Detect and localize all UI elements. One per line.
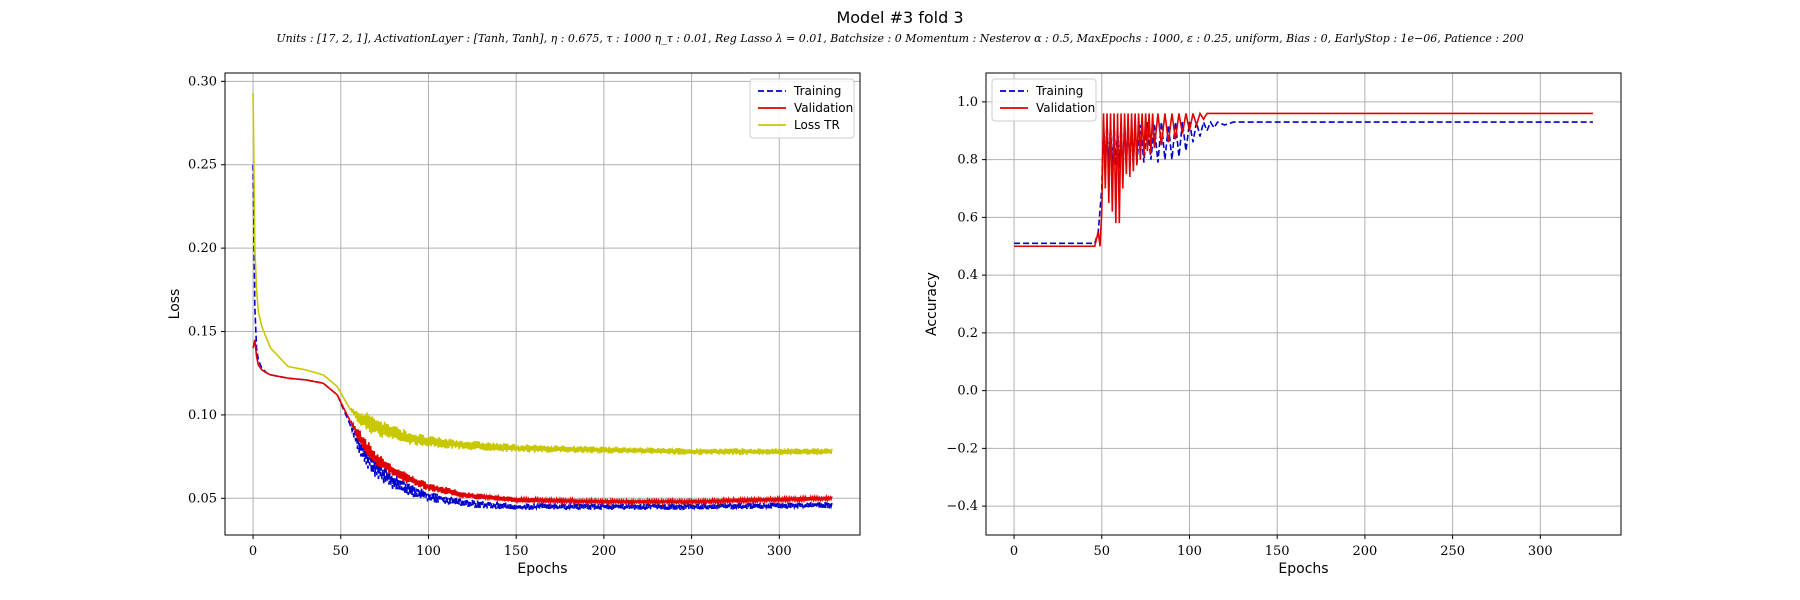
loss-xtick-label: 100: [416, 544, 441, 559]
loss-ytick-label: 0.15: [188, 325, 217, 340]
accuracy-xtick-label: 0: [1010, 544, 1018, 559]
loss-legend-entry: Validation: [794, 101, 853, 115]
accuracy-ytick-label: −0.2: [946, 441, 978, 456]
loss-ytick-label: 0.30: [188, 74, 217, 89]
accuracy-ytick-label: 0.8: [957, 153, 978, 168]
loss-series-line-validation: [252, 339, 833, 507]
loss-ytick-label: 0.10: [188, 408, 217, 423]
loss-xtick-label: 250: [679, 544, 704, 559]
accuracy-xtick-label: 250: [1440, 544, 1465, 559]
loss-series-line-training: [252, 164, 833, 512]
accuracy-ytick-label: 0.6: [957, 210, 978, 225]
accuracy-xtick-label: 100: [1177, 544, 1202, 559]
figure-title: Model #3 fold 3: [836, 8, 963, 27]
accuracy-xtick-label: 200: [1352, 544, 1377, 559]
accuracy-xtick-label: 300: [1528, 544, 1553, 559]
accuracy-ytick-label: 0.0: [957, 384, 978, 399]
loss-series-line-loss-tr: [252, 93, 833, 457]
accuracy-chart: 0 50 100 150 200 250 300 −0.4 −0.2 0.0 0.2 0.4 0.6 0.…: [924, 72, 1622, 577]
loss-ytick-label: 0.05: [188, 491, 217, 506]
loss-axes-frame: [224, 72, 861, 536]
loss-ytick-label: 0.20: [188, 241, 217, 256]
loss-chart: 0 50 100 150 200 250 300 0.05 0.10 0.15 0.20 0.25 0.…: [167, 72, 861, 577]
accuracy-axes-frame: [985, 72, 1622, 536]
figure-subtitle: Units : [17, 2, 1], ActivationLayer : [T…: [276, 32, 1523, 45]
accuracy-yaxis-label: Accuracy: [924, 272, 940, 336]
accuracy-legend-entry: Validation: [1036, 101, 1095, 115]
loss-legend-entry: Training: [793, 84, 841, 98]
loss-xtick-label: 50: [333, 544, 350, 559]
loss-xtick-label: 200: [591, 544, 616, 559]
loss-xaxis-label: Epochs: [517, 561, 567, 577]
accuracy-legend: Training Validation: [991, 78, 1097, 122]
loss-xtick-label: 0: [249, 544, 257, 559]
accuracy-ytick-label: −0.4: [946, 499, 978, 514]
accuracy-xtick-label: 150: [1265, 544, 1290, 559]
loss-xtick-label: 150: [504, 544, 529, 559]
loss-legend-entry: Loss TR: [794, 118, 840, 132]
accuracy-xtick-label: 50: [1094, 544, 1111, 559]
loss-xtick-label: 300: [767, 544, 792, 559]
loss-legend: Training Validation Loss TR: [749, 78, 855, 139]
accuracy-ytick-label: 1.0: [957, 95, 978, 110]
accuracy-legend-entry: Training: [1035, 84, 1083, 98]
loss-ytick-label: 0.25: [188, 158, 217, 173]
accuracy-series-line-validation: [1014, 111, 1593, 248]
accuracy-ytick-label: 0.2: [957, 326, 978, 341]
loss-yaxis-label: Loss: [167, 289, 183, 320]
accuracy-ytick-label: 0.4: [957, 268, 978, 283]
accuracy-xaxis-label: Epochs: [1278, 561, 1328, 577]
